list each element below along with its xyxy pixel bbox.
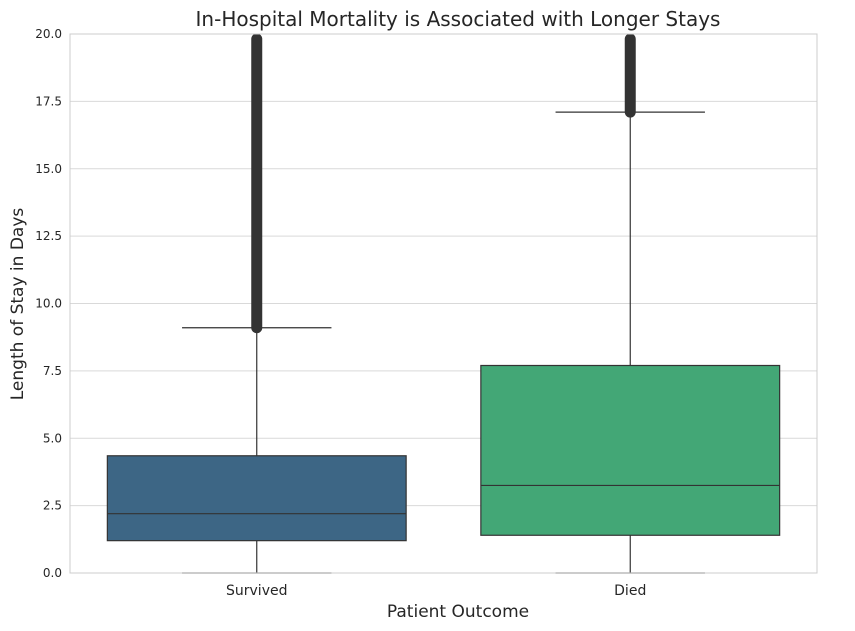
y-tick-label: 7.5	[43, 364, 62, 378]
y-tick-label: 2.5	[43, 499, 62, 513]
y-tick-label: 0.0	[43, 566, 62, 580]
x-tick-label: Survived	[226, 583, 287, 599]
y-tick-label: 20.0	[35, 27, 62, 41]
x-axis-title: Patient Outcome	[387, 602, 529, 622]
y-tick-label: 15.0	[35, 162, 62, 176]
y-tick-label: 10.0	[35, 297, 62, 311]
y-tick-label: 17.5	[35, 94, 62, 108]
y-tick-label: 12.5	[35, 229, 62, 243]
x-tick-label: Died	[614, 583, 646, 599]
x-axis-ticks: Survived Died	[226, 583, 646, 599]
chart-title: In-Hospital Mortality is Associated with…	[196, 7, 721, 31]
y-tick-label: 5.0	[43, 431, 62, 445]
box-series	[106, 33, 781, 574]
box-group	[106, 33, 407, 574]
box-iqr	[480, 364, 781, 536]
box-iqr	[106, 455, 407, 542]
y-axis-title: Length of Stay in Days	[8, 208, 28, 401]
plot-area-frame	[69, 33, 818, 574]
y-axis-ticks: 0.0 2.5 5.0 7.5 10.0 12.5 15.0 17.5 20.0	[35, 27, 62, 580]
box-group	[480, 33, 781, 574]
